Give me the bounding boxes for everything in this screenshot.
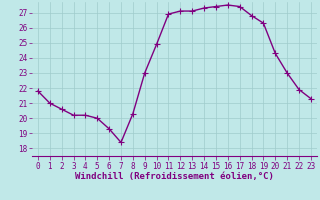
X-axis label: Windchill (Refroidissement éolien,°C): Windchill (Refroidissement éolien,°C) bbox=[75, 172, 274, 181]
